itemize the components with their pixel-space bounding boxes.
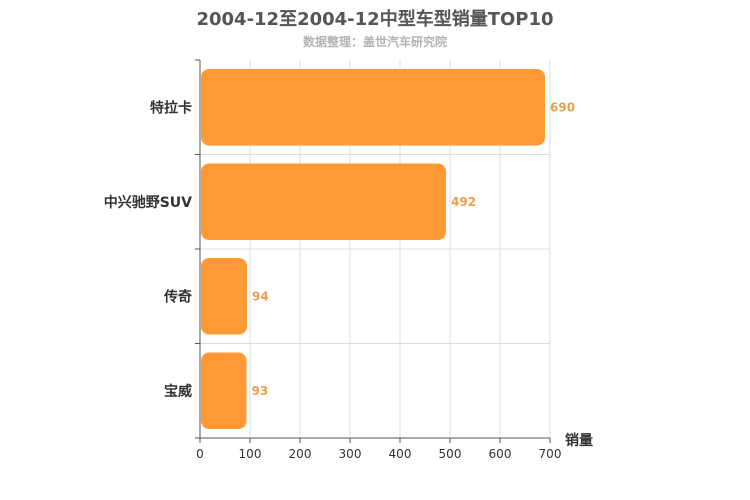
- x-tick-label: 700: [539, 447, 562, 461]
- x-tick-label: 100: [239, 447, 262, 461]
- bar: [201, 352, 247, 430]
- data-label: 94: [252, 289, 269, 303]
- bar: [201, 163, 446, 241]
- x-tick-label: 600: [489, 447, 512, 461]
- x-tick-label: 400: [389, 447, 412, 461]
- x-axis-title: 销量: [565, 432, 593, 449]
- chart-subtitle: 数据整理：盖世汽车研究院: [302, 35, 447, 49]
- category-label: 特拉卡: [150, 99, 192, 116]
- x-tick-label: 300: [339, 447, 362, 461]
- data-label: 93: [252, 384, 269, 398]
- chart-title: 2004-12至2004-12中型车型销量TOP10: [196, 9, 554, 30]
- x-tick-label: 0: [196, 447, 204, 461]
- category-label: 宝威: [164, 383, 192, 400]
- x-tick-label: 500: [439, 447, 462, 461]
- category-label: 传奇: [163, 288, 192, 305]
- category-label: 中兴驰野SUV: [104, 194, 192, 211]
- data-label: 690: [550, 100, 575, 114]
- x-tick-label: 200: [289, 447, 312, 461]
- bar: [201, 257, 247, 335]
- bar: [201, 68, 545, 146]
- data-label: 492: [451, 195, 476, 209]
